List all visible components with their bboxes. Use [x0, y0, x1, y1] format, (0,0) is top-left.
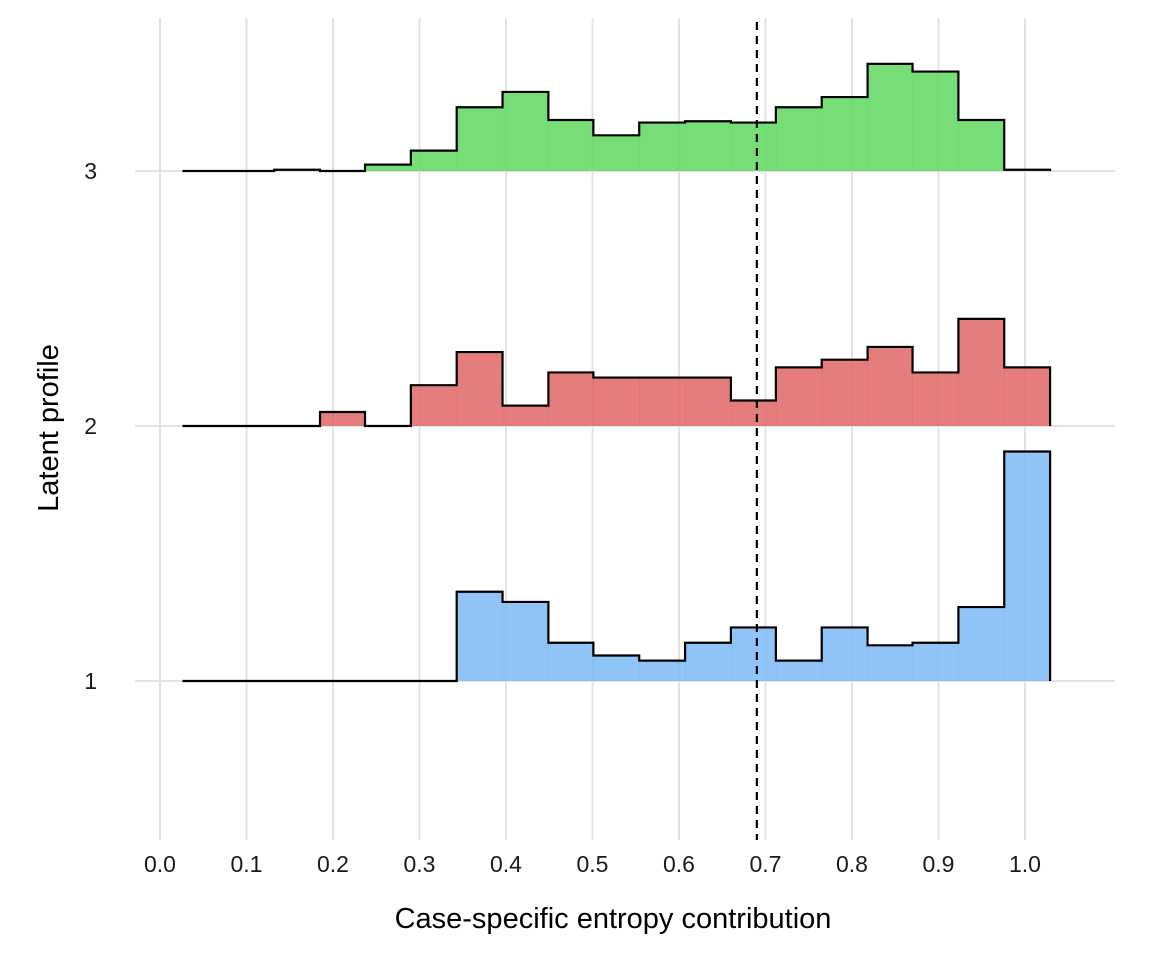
ridge-profile-3 — [182, 62, 1052, 173]
histogram-bar — [502, 91, 549, 171]
x-tick-label: 0.7 — [750, 851, 782, 877]
histogram-bar — [639, 377, 686, 426]
histogram-bar — [410, 150, 458, 171]
histogram-bar — [320, 411, 366, 426]
histogram-bar — [867, 63, 914, 171]
histogram-bar — [548, 120, 594, 171]
histogram-bar — [456, 591, 504, 681]
y-tick-label: 3 — [84, 158, 97, 184]
histogram-bar — [685, 121, 732, 171]
histogram-bar — [867, 645, 914, 681]
x-tick-label: 0.5 — [577, 851, 609, 877]
histogram-bar — [593, 135, 640, 171]
histogram-bar — [410, 385, 458, 426]
histogram-bar — [912, 71, 959, 171]
histogram-bar — [821, 359, 869, 426]
histogram-bar — [685, 642, 732, 681]
ridge-outline — [182, 450, 1052, 683]
histogram-bar — [456, 107, 504, 171]
y-tick-label: 2 — [84, 413, 97, 439]
tick-labels: 0.0 0.1 0.2 0.3 0.4 0.5 0.6 0.7 0.8 0.9 1.0 1 2 3 — [84, 158, 1041, 877]
histogram-bar — [912, 642, 959, 681]
histogram-bar — [502, 405, 549, 426]
y-tick-label: 1 — [84, 668, 97, 694]
histogram-bar — [548, 642, 594, 681]
x-axis-title: Case-specific entropy contribution — [395, 903, 832, 935]
histogram-bar — [821, 627, 869, 681]
histogram-bar — [730, 122, 777, 171]
histogram-bar — [502, 601, 549, 681]
x-tick-label: 0.1 — [231, 851, 263, 877]
ridge-profile-1 — [182, 450, 1052, 683]
histogram-bar — [775, 660, 823, 681]
histogram-bar — [1004, 367, 1051, 426]
histogram-bar — [593, 655, 640, 681]
histogram-bar — [730, 400, 777, 426]
x-tick-label: 0.0 — [144, 851, 176, 877]
x-tick-label: 0.6 — [663, 851, 695, 877]
x-tick-label: 0.3 — [404, 851, 436, 877]
x-tick-label: 0.2 — [317, 851, 349, 877]
ridge-series — [182, 62, 1052, 683]
histogram-bar — [775, 367, 823, 426]
histogram-bar — [685, 377, 732, 426]
histogram-bar — [1004, 451, 1051, 681]
x-tick-label: 0.8 — [836, 851, 868, 877]
histogram-bar — [867, 346, 914, 426]
histogram-bar — [365, 164, 412, 171]
ridge-outline — [182, 317, 1052, 428]
histogram-bar — [593, 377, 640, 426]
histogram-bar — [548, 372, 594, 426]
histogram-bar — [456, 352, 504, 426]
ridge-outline — [182, 62, 1052, 173]
histogram-bar — [821, 97, 869, 171]
x-tick-label: 1.0 — [1009, 851, 1041, 877]
histogram-bar — [958, 607, 1005, 681]
x-tick-label: 0.9 — [923, 851, 955, 877]
histogram-bar — [958, 120, 1005, 171]
x-tick-label: 0.4 — [490, 851, 522, 877]
y-axis-title: Latent profile — [33, 344, 65, 512]
histogram-bar — [958, 318, 1005, 426]
histogram-bar — [912, 372, 959, 426]
histogram-bar — [639, 122, 686, 171]
histogram-bar — [775, 107, 823, 171]
ridge-profile-2 — [182, 317, 1052, 428]
histogram-bar — [639, 660, 686, 681]
histogram-bar — [730, 627, 777, 681]
